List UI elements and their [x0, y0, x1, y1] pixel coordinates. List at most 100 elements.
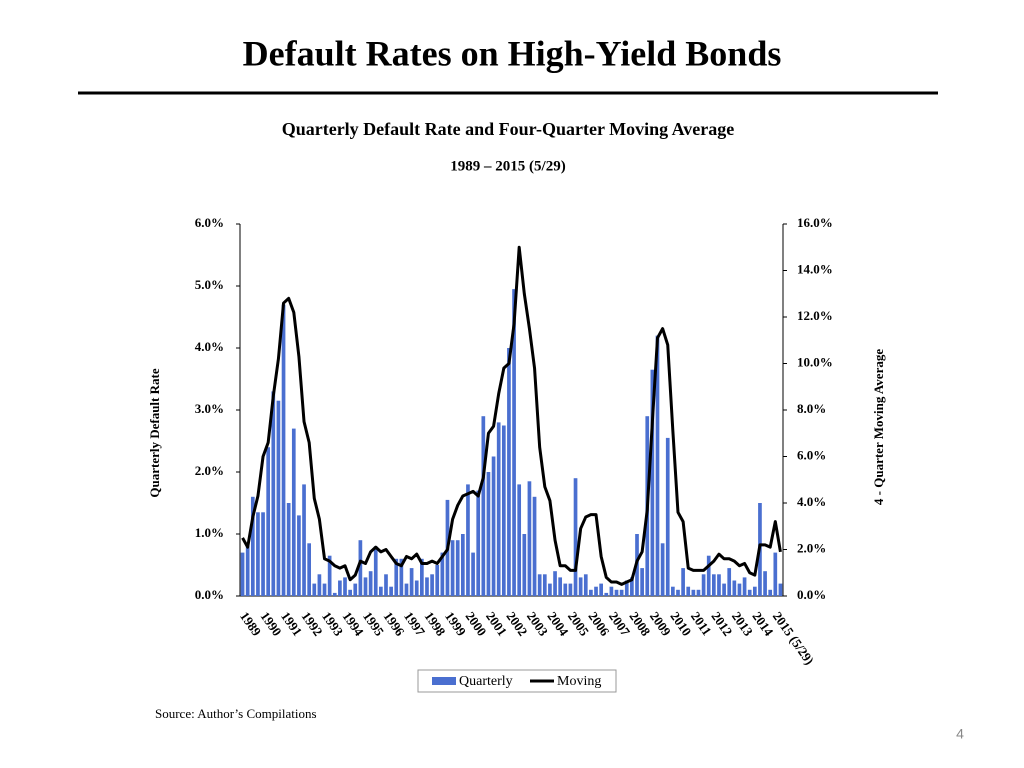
- bar: [409, 568, 414, 596]
- y-axis-label: Quarterly Default Rate: [147, 368, 162, 497]
- bar: [542, 574, 547, 596]
- bar: [614, 589, 619, 596]
- y2-tick-label: 14.0%: [797, 261, 833, 276]
- bar: [747, 589, 752, 596]
- y2-tick-label: 10.0%: [797, 354, 833, 369]
- bar: [256, 512, 260, 596]
- bar: [568, 583, 573, 596]
- bar: [338, 580, 342, 596]
- bar: [317, 574, 322, 596]
- x-tick-label: 2005: [565, 609, 592, 639]
- bar: [373, 546, 378, 596]
- source-note: Source: Author’s Compilations: [155, 706, 317, 721]
- bar: [553, 571, 557, 596]
- x-tick-label: 2004: [544, 609, 571, 639]
- bar: [578, 577, 583, 596]
- y2-tick-label: 8.0%: [797, 401, 826, 416]
- bar: [363, 577, 368, 596]
- x-tick-label: 1993: [319, 609, 346, 639]
- bar: [517, 484, 522, 596]
- x-tick-label: 2000: [462, 609, 489, 639]
- bar: [630, 577, 634, 596]
- x-tick-label: 1989: [237, 609, 264, 639]
- bar: [522, 534, 527, 596]
- x-tick-label: 2010: [667, 609, 694, 639]
- bar: [691, 589, 696, 596]
- bar: [594, 586, 598, 596]
- bar: [732, 580, 737, 596]
- slide-title: Default Rates on High-Yield Bonds: [243, 33, 782, 73]
- bar: [312, 583, 317, 596]
- bar: [722, 583, 726, 596]
- x-tick-label: 2001: [483, 609, 510, 639]
- x-tick-label: 2007: [606, 609, 633, 639]
- bar: [507, 348, 511, 596]
- bar: [322, 583, 327, 596]
- bar: [537, 574, 542, 596]
- bar: [491, 456, 496, 596]
- y2-axis-label: 4 - Quarter Moving Average: [871, 349, 886, 505]
- bar: [773, 552, 778, 596]
- bar: [455, 540, 460, 596]
- legend-label: Quarterly: [459, 674, 513, 689]
- bar: [676, 589, 680, 596]
- bar: [599, 583, 603, 596]
- bar: [425, 577, 429, 596]
- y-tick-label: 0.0%: [195, 587, 224, 602]
- legend-label: Moving: [557, 674, 601, 689]
- x-tick-label: 2008: [626, 609, 653, 639]
- bar: [476, 490, 481, 596]
- bar: [768, 589, 773, 596]
- bar: [466, 484, 470, 596]
- bar: [281, 304, 286, 596]
- bar: [343, 577, 347, 596]
- bar: [240, 552, 245, 596]
- bar: [558, 577, 563, 596]
- bar: [573, 478, 578, 596]
- bar: [379, 586, 383, 596]
- bar: [353, 583, 358, 596]
- chart-subtitle: 1989 – 2015 (5/29): [450, 158, 565, 174]
- bar: [460, 534, 465, 596]
- bar: [742, 577, 747, 596]
- bar: [394, 558, 399, 596]
- bar: [589, 589, 593, 596]
- x-tick-label: 2012: [708, 609, 735, 639]
- x-tick-label: 1991: [278, 609, 305, 639]
- page-number: 4: [956, 726, 964, 742]
- bar: [266, 447, 271, 596]
- bar: [706, 555, 711, 596]
- bar: [609, 586, 614, 596]
- bar: [286, 503, 291, 596]
- bar: [399, 558, 404, 596]
- bar: [727, 568, 732, 596]
- y-tick-label: 2.0%: [195, 463, 224, 478]
- bar: [532, 496, 537, 596]
- bar: [302, 484, 306, 596]
- chart-title: Quarterly Default Rate and Four-Quarter …: [282, 119, 735, 139]
- bar: [548, 583, 552, 596]
- y2-tick-label: 4.0%: [797, 494, 826, 509]
- bar: [712, 574, 716, 596]
- bar: [778, 583, 783, 596]
- bar: [686, 586, 691, 596]
- bar: [389, 586, 393, 596]
- bar: [291, 428, 296, 596]
- x-tick-label: 2013: [729, 609, 756, 639]
- bar: [496, 422, 501, 596]
- bar: [527, 481, 532, 596]
- bar: [414, 580, 419, 596]
- x-tick-label: 1997: [401, 609, 428, 639]
- x-tick-label: 2003: [524, 609, 551, 639]
- bar: [501, 425, 506, 596]
- x-tick-label: 1994: [340, 609, 367, 639]
- moving-average-line: [241, 245, 782, 586]
- bar: [563, 583, 568, 596]
- bar: [701, 574, 706, 596]
- x-tick-label: 1990: [258, 609, 285, 639]
- y2-tick-label: 6.0%: [797, 447, 826, 462]
- y2-tick-label: 12.0%: [797, 308, 833, 323]
- bar: [384, 574, 388, 596]
- bar: [619, 589, 624, 596]
